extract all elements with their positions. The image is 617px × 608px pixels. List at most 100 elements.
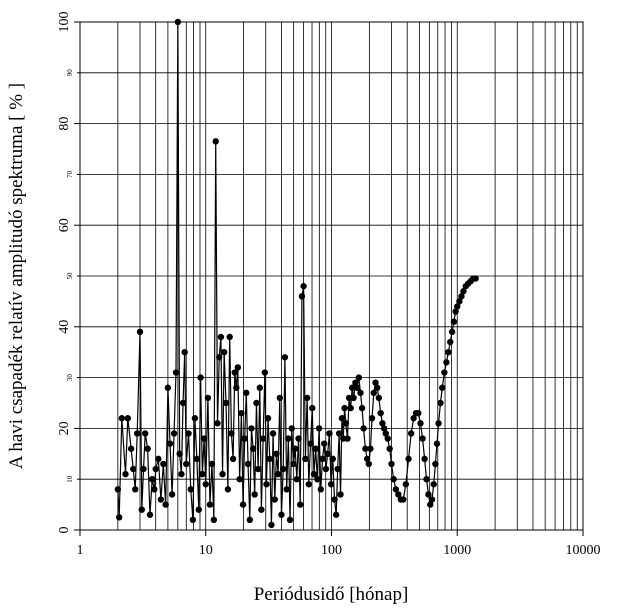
data-point [302, 455, 309, 463]
data-point [433, 440, 441, 447]
data-point [271, 496, 278, 503]
data-point [286, 516, 294, 524]
data-point [220, 349, 228, 356]
data-point [214, 420, 221, 427]
data-point [415, 409, 422, 417]
data-point [254, 465, 262, 473]
data-point [382, 430, 389, 437]
data-point [185, 430, 192, 437]
data-point [443, 359, 450, 366]
data-point [239, 501, 247, 508]
data-point [281, 354, 289, 361]
data-point [419, 435, 426, 442]
data-point [439, 384, 446, 391]
data-point [329, 455, 336, 463]
data-point [228, 430, 235, 437]
data-point [219, 470, 226, 478]
data-point [285, 435, 292, 442]
data-point [322, 465, 330, 473]
data-point [298, 293, 306, 300]
data-point [280, 465, 287, 473]
data-point [236, 476, 243, 483]
x-tick-label: 1 [77, 543, 84, 558]
y-tick-label: 20 [57, 421, 72, 435]
data-point [395, 491, 402, 498]
data-point [305, 481, 313, 488]
data-point [246, 516, 253, 524]
data-point [445, 349, 452, 356]
x-tick-label: 100 [321, 543, 342, 558]
data-point [365, 460, 373, 468]
data-point [181, 349, 188, 356]
data-point [170, 430, 178, 437]
data-point [241, 435, 248, 442]
data-point [268, 521, 275, 529]
data-point [384, 435, 391, 442]
data-point [233, 384, 240, 391]
data-point [229, 455, 237, 463]
y-axis-title: A havi csapadék relatív amplitudó spektr… [6, 83, 27, 469]
data-point [152, 465, 159, 473]
x-tick-label: 10000 [566, 543, 601, 558]
data-point [142, 430, 149, 437]
data-point [138, 506, 145, 513]
data-point [206, 501, 214, 508]
data-point [347, 404, 354, 412]
data-point [357, 389, 364, 397]
data-point [249, 445, 257, 452]
data-point [290, 460, 297, 468]
y-minor-tick-label: 50 [66, 272, 74, 280]
data-point [231, 369, 238, 376]
data-point [435, 420, 442, 427]
data-point [261, 369, 269, 376]
data-point [341, 404, 348, 412]
data-point [400, 496, 407, 503]
data-point [441, 369, 448, 376]
y-tick-label: 100 [57, 12, 72, 33]
data-point [151, 486, 158, 493]
data-point [374, 384, 381, 391]
data-point [334, 465, 341, 473]
data-point [375, 394, 383, 402]
data-point [224, 486, 232, 493]
data-point [425, 491, 432, 498]
data-point [454, 303, 461, 310]
data-point [183, 460, 190, 468]
data-point [155, 455, 162, 463]
data-point [283, 486, 290, 493]
data-point [370, 389, 378, 397]
data-point [197, 374, 204, 381]
data-point [274, 470, 282, 478]
data-point [345, 394, 353, 402]
data-point [319, 455, 326, 463]
data-point [326, 430, 333, 437]
data-point [314, 476, 321, 483]
data-point [234, 364, 242, 371]
data-point [300, 282, 307, 290]
data-point [253, 399, 260, 407]
data-point [324, 450, 331, 457]
data-point [204, 394, 212, 402]
data-point [157, 496, 165, 503]
data-point [327, 481, 335, 488]
data-point [310, 470, 318, 478]
data-point [288, 425, 295, 432]
x-axis-ticks: 1 10 100 1000 10000 [77, 530, 601, 558]
data-point [458, 293, 465, 300]
x-tick-label: 10 [199, 543, 213, 558]
data-point [428, 496, 436, 503]
data-point [472, 275, 479, 282]
y-minor-tick-label: 30 [66, 374, 74, 382]
data-point [362, 445, 369, 452]
data-point [189, 516, 197, 524]
data-point [216, 354, 223, 361]
data-point [291, 445, 299, 452]
data-point [427, 501, 434, 508]
data-point [264, 415, 272, 422]
data-point [136, 328, 144, 336]
data-point [166, 440, 174, 447]
data-point [258, 506, 265, 513]
data-point [456, 298, 463, 305]
data-point [337, 491, 344, 498]
